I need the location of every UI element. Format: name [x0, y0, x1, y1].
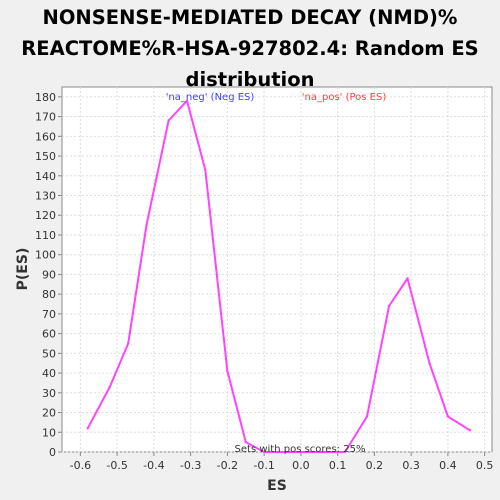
data-point: [387, 304, 391, 308]
x-axis-label: ES: [267, 478, 287, 494]
y-tick-label: 70: [42, 308, 56, 321]
y-tick-label: 40: [42, 367, 56, 380]
series-layer: [86, 99, 472, 454]
y-axis-label: P(ES): [15, 248, 31, 291]
data-point: [428, 362, 431, 365]
data-point: [204, 168, 207, 172]
data-point: [262, 450, 266, 454]
x-tick-label: 0.1: [329, 459, 347, 472]
data-point: [365, 415, 369, 418]
data-point: [406, 277, 409, 280]
data-point: [145, 223, 148, 227]
y-tick-label: 170: [35, 111, 56, 124]
y-tick-label: 180: [35, 91, 56, 104]
x-tick-label: 0.2: [366, 459, 384, 472]
y-tick-label: 20: [42, 407, 56, 420]
y-tick-label: 10: [42, 426, 56, 439]
y-tick-label: 120: [35, 209, 56, 222]
x-tick-label: -0.4: [143, 459, 164, 472]
chart-title-line-1: NONSENSE-MEDIATED DECAY (NMD)%: [42, 6, 458, 29]
y-tick-label: 140: [35, 170, 56, 183]
grid: [62, 87, 492, 453]
data-point: [226, 369, 229, 373]
y-tick-label: 130: [35, 190, 56, 203]
neg-es-annotation: 'na_neg' (Neg ES): [166, 92, 255, 103]
x-tick-label: -0.6: [70, 459, 91, 472]
y-tick-label: 110: [35, 229, 56, 242]
x-tick-label: 0.5: [476, 459, 494, 472]
data-point: [167, 119, 170, 122]
y-tick-label: 150: [35, 150, 56, 163]
y-tick-label: 50: [42, 347, 56, 360]
data-point: [86, 427, 89, 430]
y-tick-label: 160: [35, 130, 56, 143]
data-point: [446, 415, 450, 418]
y-tick-label: 0: [49, 446, 56, 459]
chart-title-line-2: REACTOME%R-HSA-927802.4: Random ES: [21, 37, 479, 60]
y-tick-label: 30: [42, 387, 56, 400]
x-tick-label: -0.5: [106, 459, 127, 472]
chart-title: NONSENSE-MEDIATED DECAY (NMD)% REACTOME%…: [0, 2, 500, 95]
y-tick-label: 100: [35, 249, 56, 262]
data-point: [343, 450, 347, 454]
x-tick-label: -0.2: [217, 459, 238, 472]
pos-scores-annotation: Sets with pos scores: 25%: [235, 444, 366, 455]
data-point: [108, 385, 112, 389]
pos-es-annotation: 'na_pos' (Pos ES): [302, 92, 387, 103]
chart-title-line-3: distribution: [185, 68, 315, 91]
data-point: [127, 342, 130, 345]
x-tick-label: 0.4: [439, 459, 457, 472]
x-tick-label: 0.3: [402, 459, 420, 472]
y-tick-label: 80: [42, 288, 56, 301]
x-tick-label: -0.1: [253, 459, 274, 472]
data-point: [468, 429, 472, 432]
y-tick-label: 60: [42, 328, 56, 341]
axis-ticks: 0 10 20 30 40 50 60 70 80 90 100 110 120 130 140 150 160…: [35, 91, 493, 472]
y-tick-label: 90: [42, 268, 56, 281]
data-point: [244, 440, 247, 444]
x-tick-label: 0.0: [292, 459, 310, 472]
data-point: [185, 99, 189, 103]
x-tick-label: -0.3: [180, 459, 201, 472]
plot-area: [61, 86, 493, 453]
